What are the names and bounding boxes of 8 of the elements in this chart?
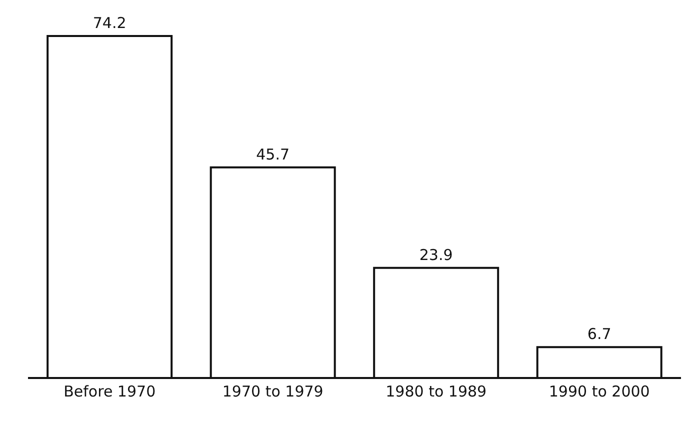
x-tick-label: 1990 to 2000 <box>548 382 650 401</box>
data-label: 74.2 <box>92 14 126 32</box>
x-tick-label: 1970 to 1979 <box>222 382 324 401</box>
x-tick-label: Before 1970 <box>64 382 156 401</box>
data-label: 45.7 <box>256 145 290 164</box>
data-label: 6.7 <box>587 325 612 344</box>
x-tick-label: 1980 to 1989 <box>386 382 487 401</box>
data-label: 23.9 <box>419 246 453 264</box>
